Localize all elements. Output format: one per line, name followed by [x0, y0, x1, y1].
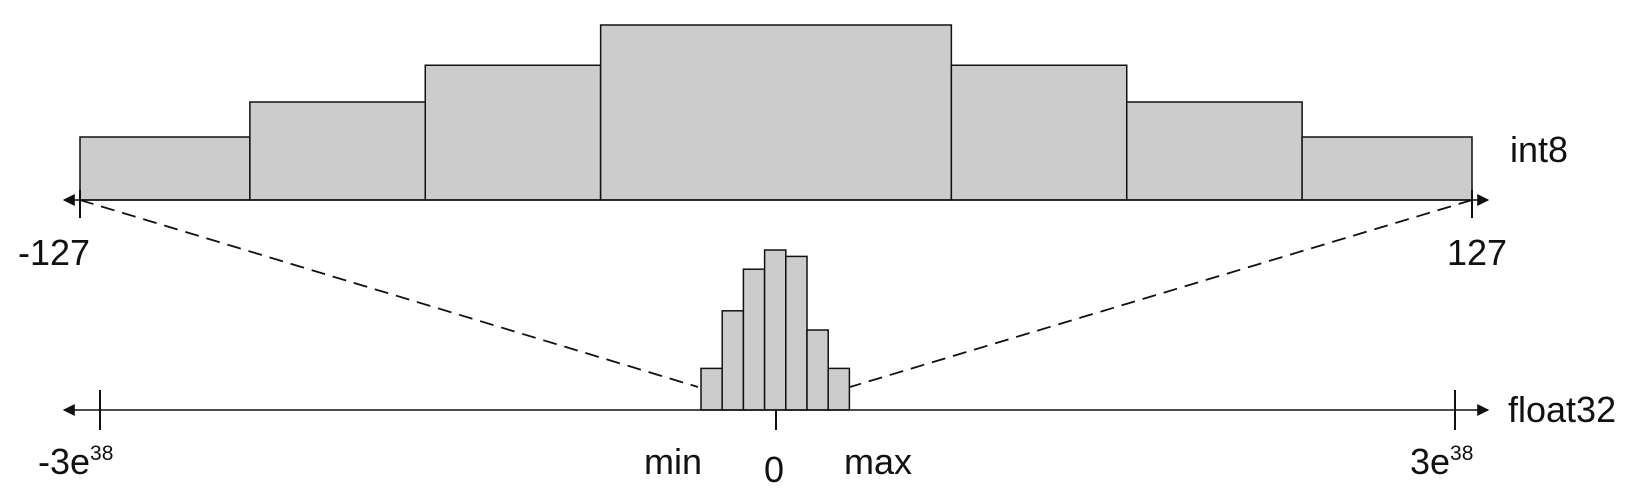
int8-bin-6: [1125, 101, 1303, 201]
int8-histogram: [79, 24, 1473, 201]
float32-histogram: [700, 249, 851, 411]
int8-bin-2: [249, 101, 427, 201]
float32-min-base: -3e: [38, 441, 90, 482]
int8-min-label: -127: [18, 232, 90, 273]
int8-bin-5: [950, 64, 1128, 201]
float32-max-label: 3e38: [1410, 441, 1473, 482]
int8-max-label: 127: [1447, 232, 1507, 273]
float32-max-exponent: 38: [1450, 442, 1473, 465]
float32-label: float32: [1508, 389, 1616, 430]
int8-bin-7: [1301, 136, 1473, 201]
float32-bin-3: [742, 268, 766, 411]
float32-bin-7: [827, 367, 851, 411]
float32-min-label: -3e38: [38, 441, 113, 482]
range-min-label: min: [644, 441, 702, 482]
float32-bin-5: [785, 255, 808, 411]
mapping-line-right: [849, 199, 1473, 388]
int8-bin-1: [79, 136, 251, 201]
int8-bin-4: [599, 24, 953, 201]
float32-bin-1: [700, 367, 723, 411]
float32-bin-4: [763, 249, 787, 411]
int8-bin-3: [424, 64, 602, 201]
float32-min-exponent: 38: [90, 442, 113, 465]
float32-bin-2: [721, 310, 745, 411]
float32-bin-6: [806, 329, 829, 411]
range-max-label: max: [844, 441, 912, 482]
int8-label: int8: [1510, 129, 1568, 170]
float32-max-base: 3e: [1410, 441, 1450, 482]
zero-label: 0: [764, 449, 784, 490]
mapping-line-left: [79, 199, 699, 388]
